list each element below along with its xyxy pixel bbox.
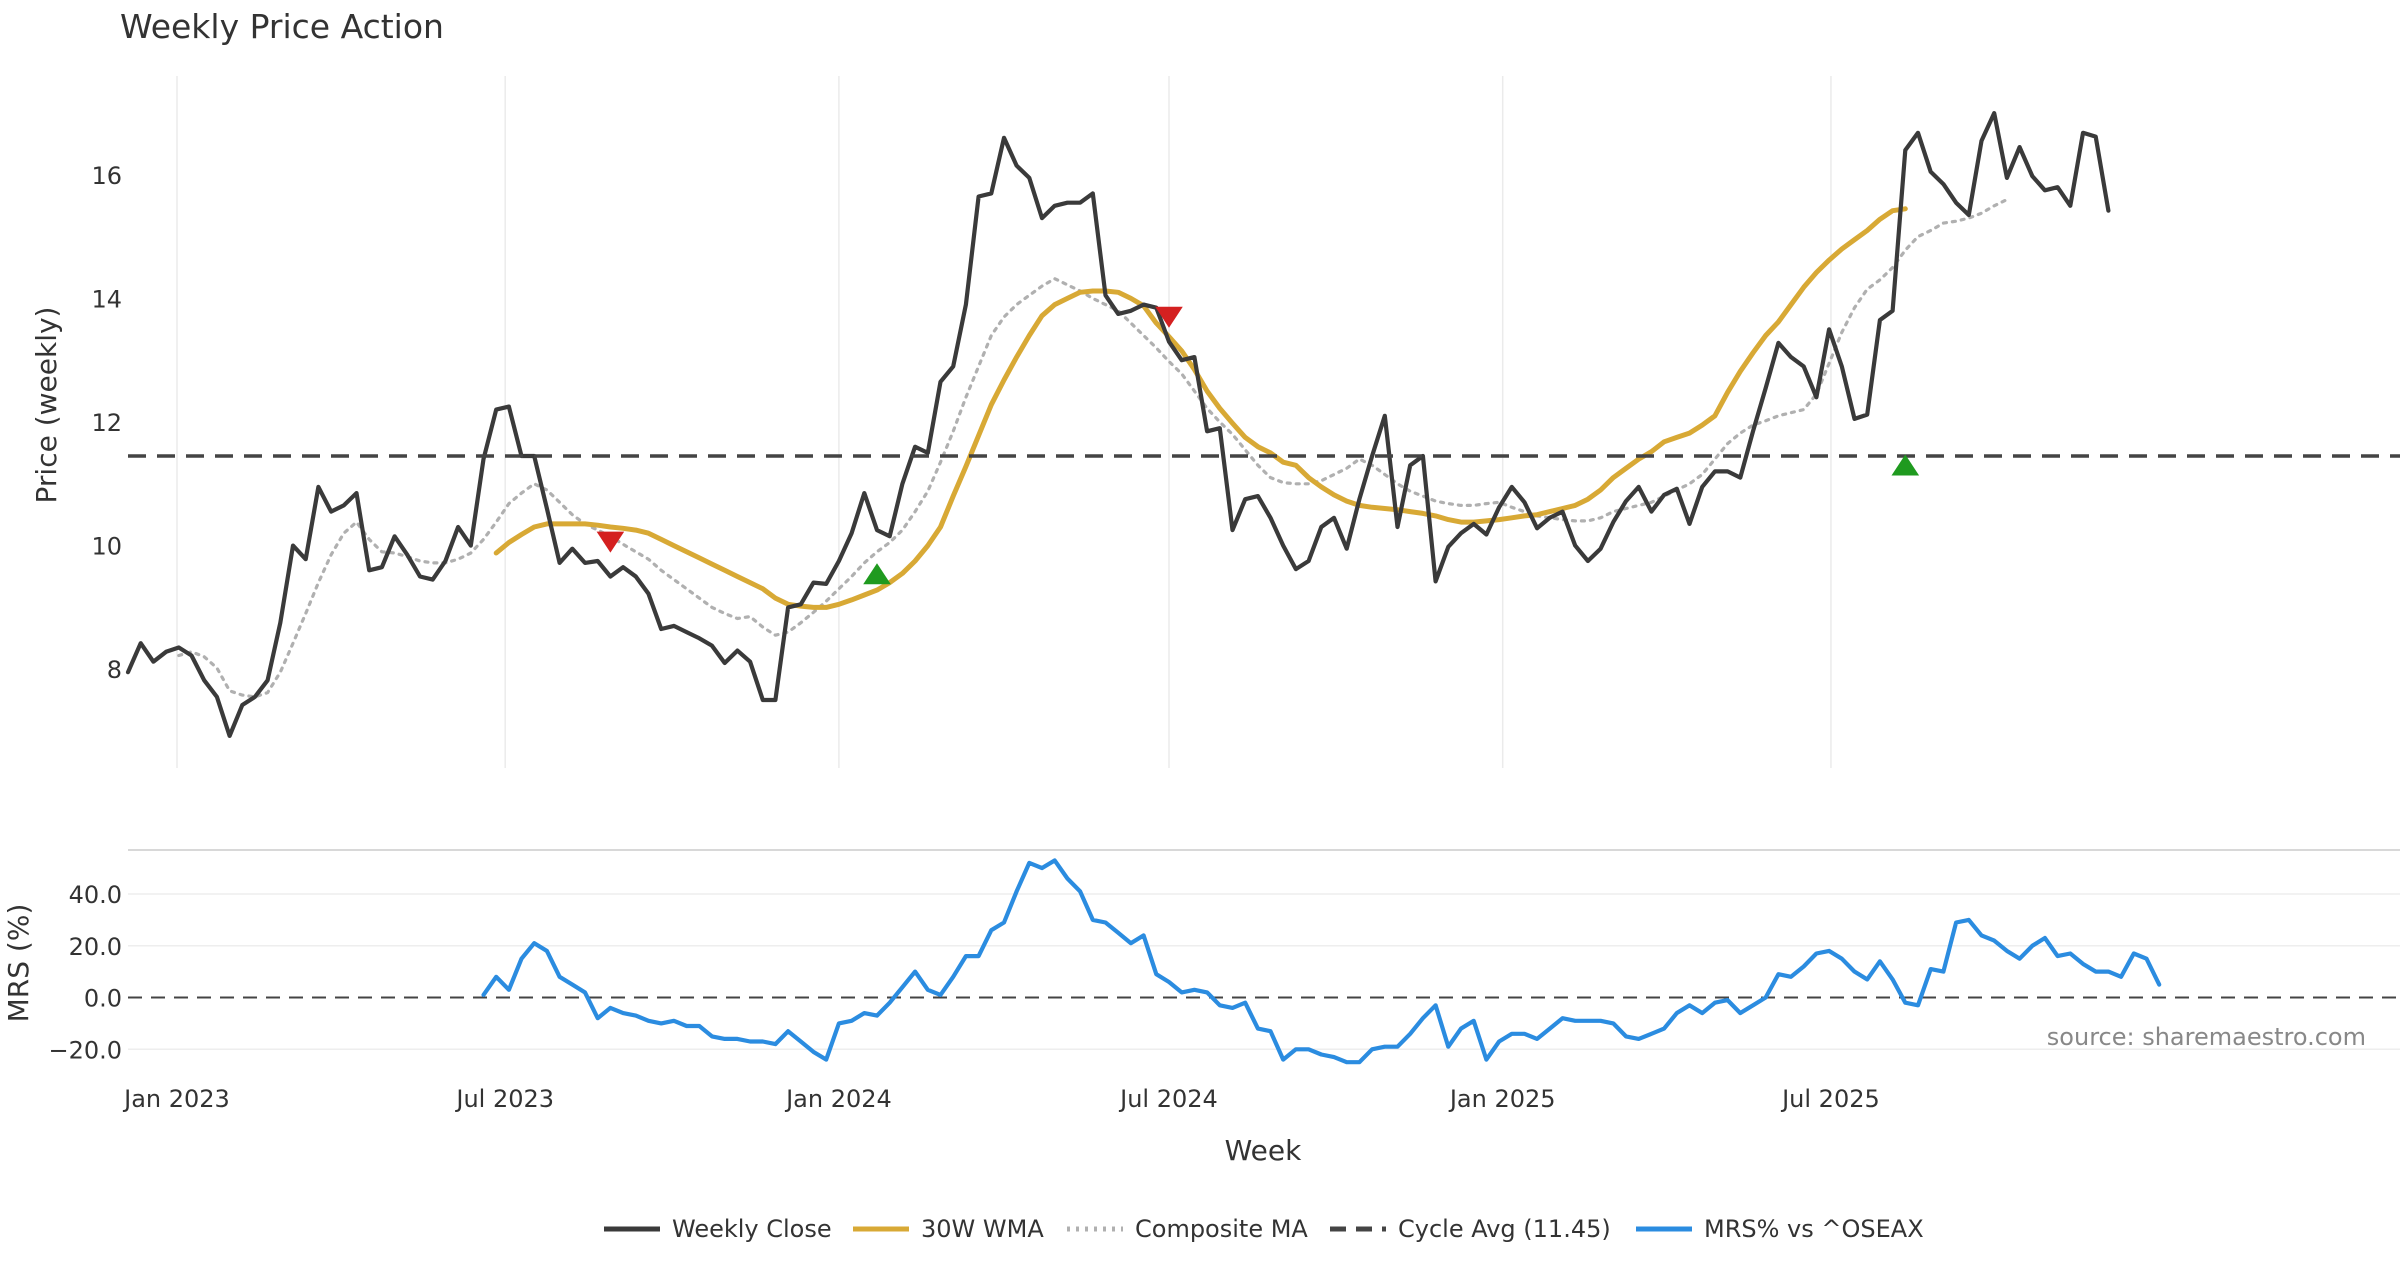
legend-label: MRS% vs ^OSEAX [1704,1215,1924,1243]
legend-label: Cycle Avg (11.45) [1398,1215,1611,1243]
price-y-tick-label: 10 [91,533,122,561]
price-y-tick-label: 12 [91,409,122,437]
source-annotation: source: sharemaestro.com [2047,1023,2366,1051]
legend-label: Weekly Close [672,1215,832,1243]
x-tick-label: Jan 2023 [122,1085,230,1113]
sell-signal-marker [1155,306,1183,328]
x-tick-label: Jul 2024 [1118,1085,1218,1113]
chart-title: Weekly Price Action [120,7,444,46]
buy-signal-marker [863,563,891,585]
price-series-layer [125,111,2400,738]
x-axis-label: Week [1225,1134,1302,1167]
legend: Weekly Close 30W WMA Composite MA Cycle Avg… [604,1215,1924,1243]
mrs-y-tick-label: 40.0 [69,881,122,909]
buy-signal-marker [1891,454,1920,476]
sell-signal-marker [596,531,625,553]
series-line-30w-wma [493,206,1908,610]
series-line-mrs [481,858,2162,1065]
price-y-tick-label: 16 [91,162,122,190]
legend-label: 30W WMA [921,1215,1044,1243]
grid-layer [128,76,2400,1051]
price-y-tick-label: 14 [91,285,122,313]
series-line-composite-ma [177,198,2009,699]
x-tick-label: Jan 2025 [1448,1085,1556,1113]
axes-layer: Weekly Price Action Price (weekly) MRS (… [2,7,2366,1167]
x-tick-label: Jul 2025 [1780,1085,1880,1113]
mrs-y-tick-label: −20.0 [48,1036,122,1064]
price-y-tick-label: 8 [107,656,122,684]
mrs-y-tick-label: 20.0 [69,933,122,961]
mrs-series-layer [128,858,2400,1065]
mrs-y-tick-label: 0.0 [84,985,122,1013]
mrs-y-axis-label: MRS (%) [2,904,35,1023]
legend-label: Composite MA [1135,1215,1308,1243]
series-line-weekly-close [125,111,2111,738]
signal-markers [596,306,1920,585]
price-y-axis-label: Price (weekly) [30,307,63,504]
x-tick-label: Jan 2024 [784,1085,892,1113]
x-tick-label: Jul 2023 [454,1085,554,1113]
